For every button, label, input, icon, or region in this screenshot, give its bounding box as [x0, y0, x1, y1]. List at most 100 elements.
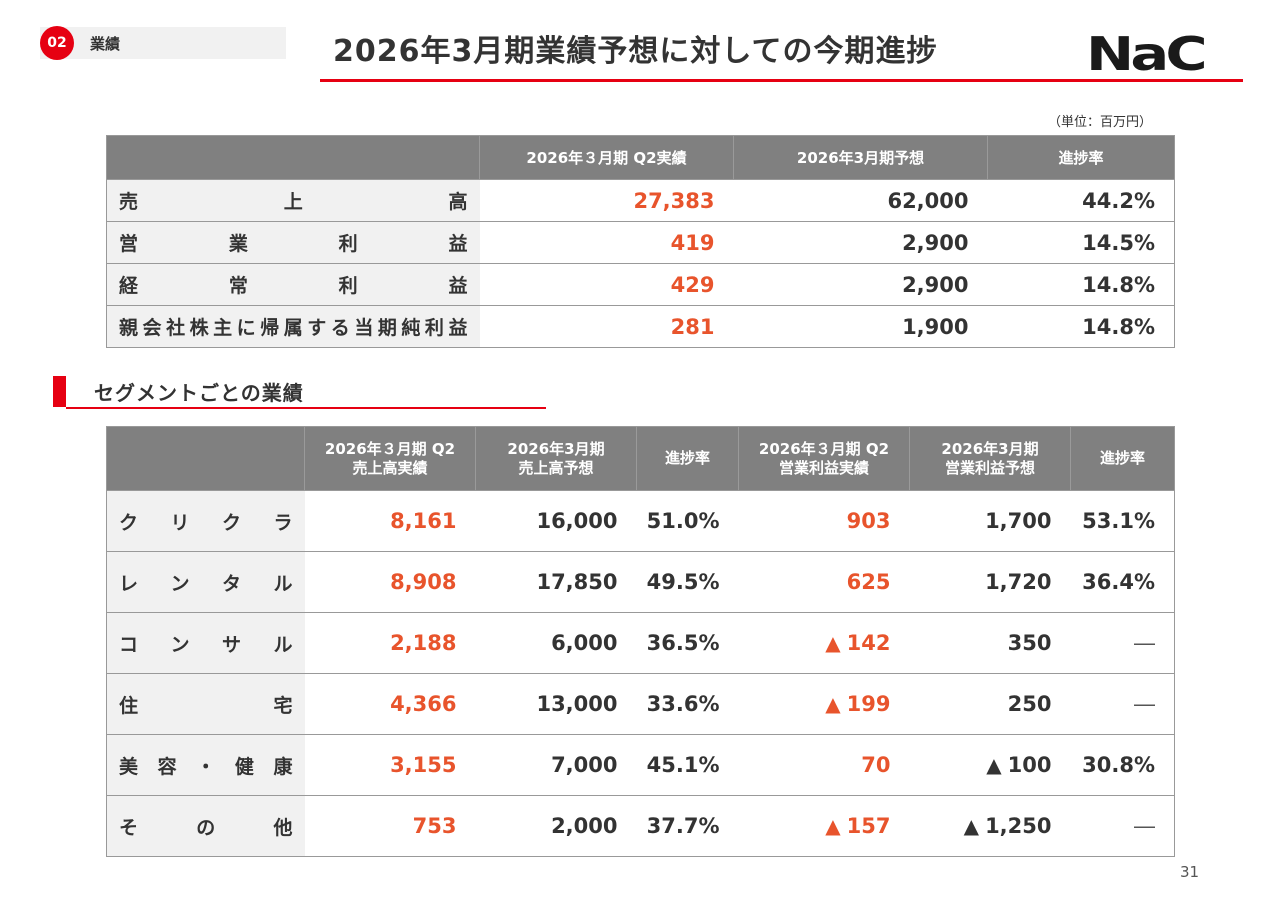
- row-label-char: 経: [119, 275, 139, 297]
- row-label: レンタル: [107, 569, 305, 596]
- row-label-cell: 営業利益: [106, 221, 480, 264]
- header-line: 営業利益実績: [778, 458, 869, 477]
- op-forecast-cell: ▲ 100: [909, 734, 1071, 796]
- op-progress-value: ―: [1070, 795, 1175, 857]
- row-label-char: ・: [196, 755, 216, 778]
- segment-heading: セグメントごとの業績: [53, 376, 304, 407]
- sales-progress-value: 36.5%: [636, 612, 739, 674]
- row-label-char: ク: [221, 511, 241, 534]
- progress-value: 14.5%: [987, 221, 1175, 264]
- op-actual-value: 70: [861, 753, 891, 777]
- forecast-value: 2,900: [733, 221, 988, 264]
- row-label: クリクラ: [107, 508, 305, 535]
- row-label: 経常利益: [107, 271, 480, 298]
- segment-header-sales-actual: 2026年３月期 Q2 売上高実績: [304, 426, 476, 491]
- header-line: 売上高予想: [518, 458, 594, 477]
- forecast-value: 2,900: [733, 263, 988, 306]
- sales-actual-value: 753: [304, 795, 476, 857]
- op-progress-value: 30.8%: [1070, 734, 1175, 796]
- op-forecast-value: 350: [1007, 631, 1052, 655]
- op-forecast-cell: 1,700: [909, 490, 1071, 552]
- row-label-char: リ: [170, 511, 190, 534]
- row-label-char: に: [236, 317, 256, 339]
- segment-row: その他 753 2,000 37.7% ▲ 157 ▲ 1,250 ―: [106, 795, 1175, 857]
- summary-header-row: 2026年３月期 Q2実績 2026年3月期予想 進捗率: [106, 135, 1175, 180]
- segment-header-sales-forecast: 2026年3月期 売上高予想: [475, 426, 637, 491]
- segment-header-label: [106, 426, 305, 491]
- summary-row: 売 上 高 27,383 62,000 44.2%: [106, 179, 1175, 222]
- row-label-char: 利: [424, 317, 444, 339]
- row-label-char: 高: [448, 191, 468, 213]
- row-label-char: 利: [338, 233, 358, 255]
- row-label-char: ン: [170, 633, 190, 656]
- row-label-char: 当: [354, 317, 374, 339]
- section-tag: 02 業績: [40, 26, 286, 60]
- progress-value: 14.8%: [987, 305, 1175, 348]
- summary-row: 経 常 利 益 429 2,900 14.8%: [106, 263, 1175, 306]
- header-line: 売上高実績: [352, 458, 428, 477]
- row-label-char: ル: [273, 633, 293, 656]
- op-forecast-value: 100: [1007, 753, 1052, 777]
- row-label-char: レ: [119, 572, 139, 595]
- segment-heading-underline: [66, 407, 546, 409]
- row-label-char: 社: [166, 317, 186, 339]
- row-label: 売上高: [107, 187, 480, 214]
- segment-row: 美容・健康 3,155 7,000 45.1% 70 ▲ 100 30.8%: [106, 734, 1175, 796]
- row-label: 営業利益: [107, 229, 480, 256]
- row-label-char: 益: [448, 275, 468, 297]
- row-label-cell: 売上高: [106, 179, 480, 222]
- row-label: 住宅: [107, 691, 305, 718]
- row-label-cell: コンサル: [106, 612, 305, 674]
- row-label-char: 常: [228, 275, 248, 297]
- op-actual-value: 903: [846, 509, 891, 533]
- row-label-char: サ: [221, 633, 241, 656]
- segment-heading-text: セグメントごとの業績: [94, 381, 304, 405]
- sales-progress-value: 33.6%: [636, 673, 739, 735]
- row-label-char: 益: [448, 233, 468, 255]
- row-label-char: 健: [234, 755, 254, 778]
- sales-forecast-value: 16,000: [475, 490, 637, 552]
- segment-row: 住宅 4,366 13,000 33.6% ▲ 199 250 ―: [106, 673, 1175, 735]
- op-progress-value: ―: [1070, 673, 1175, 735]
- negative-triangle-icon: ▲: [986, 753, 1002, 777]
- row-label-char: 益: [448, 317, 468, 339]
- actual-value: 27,383: [479, 179, 734, 222]
- row-label-char: 帰: [260, 317, 280, 339]
- op-forecast-value: 1,720: [985, 570, 1052, 594]
- sales-forecast-value: 13,000: [475, 673, 637, 735]
- sales-progress-value: 37.7%: [636, 795, 739, 857]
- sales-forecast-value: 17,850: [475, 551, 637, 613]
- section-number-badge: 02: [40, 26, 74, 60]
- sales-actual-value: 2,188: [304, 612, 476, 674]
- sales-progress-value: 49.5%: [636, 551, 739, 613]
- row-label-cell: 美容・健康: [106, 734, 305, 796]
- header-line: 2026年３月期 Q2: [324, 439, 456, 458]
- segment-row: コンサル 2,188 6,000 36.5% ▲ 142 350 ―: [106, 612, 1175, 674]
- op-progress-value: 53.1%: [1070, 490, 1175, 552]
- sales-actual-value: 3,155: [304, 734, 476, 796]
- forecast-value: 62,000: [733, 179, 988, 222]
- sales-progress-value: 45.1%: [636, 734, 739, 796]
- segment-header-row: 2026年３月期 Q2 売上高実績 2026年3月期 売上高予想 進捗率 2026年…: [106, 426, 1175, 491]
- segment-header-op-actual: 2026年３月期 Q2 営業利益実績: [738, 426, 910, 491]
- summary-row: 営 業 利 益 419 2,900 14.5%: [106, 221, 1175, 264]
- page-title: 2026年3月期業績予想に対しての今期進捗: [333, 34, 938, 69]
- progress-value: 14.8%: [987, 263, 1175, 306]
- row-label-char: 住: [119, 694, 139, 717]
- op-progress-value: 36.4%: [1070, 551, 1175, 613]
- unit-note: （単位：百万円）: [1048, 115, 1153, 130]
- row-label: その他: [107, 813, 305, 840]
- actual-value: 281: [479, 305, 734, 348]
- row-label-char: 康: [273, 755, 293, 778]
- op-actual-value: 157: [846, 814, 891, 838]
- row-label-char: 親: [119, 317, 139, 339]
- section-name: 業績: [90, 34, 121, 53]
- segment-heading-bar: [53, 376, 66, 407]
- sales-actual-value: 4,366: [304, 673, 476, 735]
- page-number: 31: [1180, 863, 1200, 881]
- op-actual-value: 625: [846, 570, 891, 594]
- summary-header-progress: 進捗率: [987, 135, 1175, 180]
- row-label-char: す: [307, 317, 327, 339]
- summary-header-actual: 2026年３月期 Q2実績: [479, 135, 734, 180]
- summary-table: 2026年３月期 Q2実績 2026年3月期予想 進捗率 売 上 高 27,383 62…: [106, 135, 1175, 348]
